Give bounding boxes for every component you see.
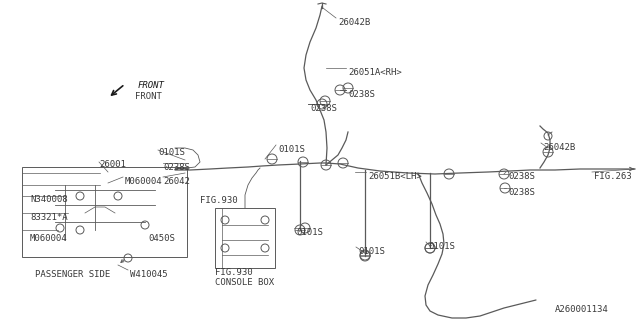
Text: FRONT: FRONT <box>138 82 165 91</box>
Text: 0238S: 0238S <box>348 90 375 99</box>
Text: 0450S: 0450S <box>148 234 175 243</box>
Text: 0238S: 0238S <box>310 104 337 113</box>
Text: FIG.930
CONSOLE BOX: FIG.930 CONSOLE BOX <box>215 268 274 287</box>
Text: 26051A<RH>: 26051A<RH> <box>348 68 402 77</box>
Text: 0101S: 0101S <box>158 148 185 157</box>
Text: FIG.930: FIG.930 <box>200 196 237 205</box>
Text: 0101S: 0101S <box>358 247 385 256</box>
Text: M060004: M060004 <box>125 177 163 186</box>
Text: N340008: N340008 <box>30 195 68 204</box>
Text: 0238S: 0238S <box>163 163 190 172</box>
Text: 0101S: 0101S <box>296 228 323 237</box>
Text: 83321*A: 83321*A <box>30 213 68 222</box>
Text: PASSENGER SIDE: PASSENGER SIDE <box>35 270 110 279</box>
Text: 0101S: 0101S <box>278 145 305 154</box>
Text: 0238S: 0238S <box>508 172 535 181</box>
Text: A260001134: A260001134 <box>555 305 609 314</box>
Text: FIG.263: FIG.263 <box>594 172 632 181</box>
Text: FRONT: FRONT <box>135 92 162 101</box>
Text: 0238S: 0238S <box>508 188 535 197</box>
Text: 26042B: 26042B <box>543 143 575 152</box>
Text: W410045: W410045 <box>130 270 168 279</box>
Bar <box>22 167 187 257</box>
Text: 0101S: 0101S <box>428 242 455 251</box>
Text: 26042: 26042 <box>163 177 190 186</box>
Text: M060004: M060004 <box>30 234 68 243</box>
Bar <box>215 208 275 268</box>
Text: 26042B: 26042B <box>338 18 371 27</box>
Text: 26001: 26001 <box>99 160 126 169</box>
Text: 26051B<LH>: 26051B<LH> <box>368 172 422 181</box>
